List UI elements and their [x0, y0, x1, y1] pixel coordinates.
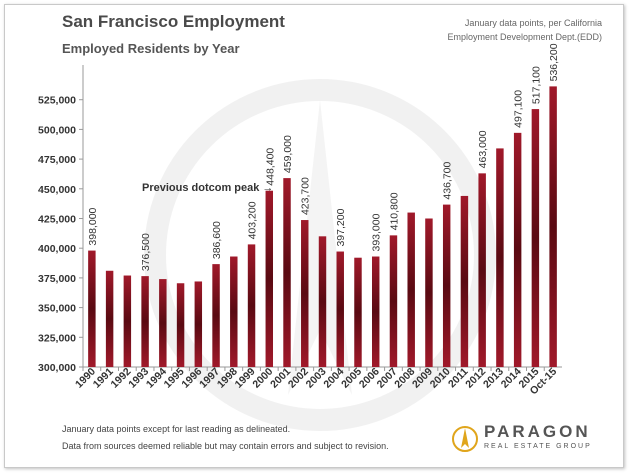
bar-2004 — [336, 251, 344, 367]
bar-1995 — [176, 283, 185, 367]
data-label-2015: 517,100 — [530, 66, 542, 104]
bar-1990 — [88, 250, 96, 367]
bar-2013 — [496, 148, 504, 367]
bar-2010 — [442, 204, 451, 367]
bar-1993 — [141, 276, 149, 367]
paragon-logo-tagline: REAL ESTATE GROUP — [484, 443, 592, 450]
bar-2005 — [354, 257, 362, 367]
bar-1994 — [159, 279, 167, 367]
bar-2008 — [407, 212, 415, 367]
paragon-logo: PARAGON REAL ESTATE GROUP — [452, 420, 612, 460]
chart-title: San Francisco Employment — [62, 12, 285, 31]
data-label-2000: 448,400 — [264, 148, 276, 186]
bar-1998 — [230, 256, 238, 367]
bar-2012 — [478, 173, 486, 367]
bar-2000 — [265, 190, 274, 367]
data-label-Oct-15: 536,200 — [548, 43, 560, 81]
data-label-2010: 436,700 — [442, 161, 454, 199]
bar-2015 — [531, 109, 540, 367]
annotation-dotcom-peak: Previous dotcom peak → — [142, 182, 273, 194]
bar-1999 — [247, 244, 256, 367]
bar-2006 — [371, 256, 380, 367]
chart-subtitle: Employed Residents by Year — [62, 41, 240, 56]
footer-note-1: January data points except for last read… — [62, 424, 291, 434]
y-tick-label: 425,000 — [38, 214, 76, 226]
y-tick-label: 525,000 — [38, 95, 76, 107]
y-tick-label: 350,000 — [38, 303, 76, 315]
data-label-1999: 403,200 — [247, 201, 259, 239]
data-label-2002: 423,700 — [300, 177, 312, 215]
y-tick-label: 400,000 — [38, 243, 76, 255]
footer-note-2: Data from sources deemed reliable but ma… — [62, 441, 389, 451]
y-tick-label: 450,000 — [38, 184, 76, 196]
source-line-1: January data points, per California — [464, 18, 602, 28]
data-label-2001: 459,000 — [282, 135, 294, 173]
bar-1997 — [212, 264, 220, 367]
bar-2003 — [318, 236, 327, 367]
bar-Oct-15 — [549, 86, 557, 367]
paragon-logo-icon — [452, 426, 478, 452]
bar-1996 — [194, 281, 203, 367]
bar-2002 — [301, 220, 309, 367]
source-line-2: Employment Development Dept.(EDD) — [447, 32, 602, 42]
bar-2001 — [283, 178, 291, 367]
y-tick-label: 475,000 — [38, 154, 76, 166]
data-label-2014: 497,100 — [513, 90, 525, 128]
paragon-logo-name: PARAGON — [484, 422, 591, 441]
data-label-2004: 397,200 — [335, 208, 347, 246]
y-tick-label: 500,000 — [38, 124, 76, 136]
bar-2011 — [460, 195, 469, 367]
y-tick-label: 375,000 — [38, 273, 76, 285]
y-tick-label: 300,000 — [38, 362, 76, 374]
data-label-1993: 376,500 — [140, 233, 152, 271]
bar-2009 — [425, 218, 433, 367]
data-label-1997: 386,600 — [211, 221, 223, 259]
data-label-2012: 463,000 — [477, 130, 489, 168]
data-label-2006: 393,000 — [371, 213, 383, 251]
bar-2007 — [389, 235, 398, 367]
bar-1991 — [105, 270, 114, 367]
y-tick-label: 325,000 — [38, 332, 76, 344]
bar-1992 — [123, 275, 132, 367]
data-label-1990: 398,000 — [87, 207, 99, 245]
data-label-2007: 410,800 — [388, 192, 400, 230]
bar-2014 — [513, 132, 522, 367]
